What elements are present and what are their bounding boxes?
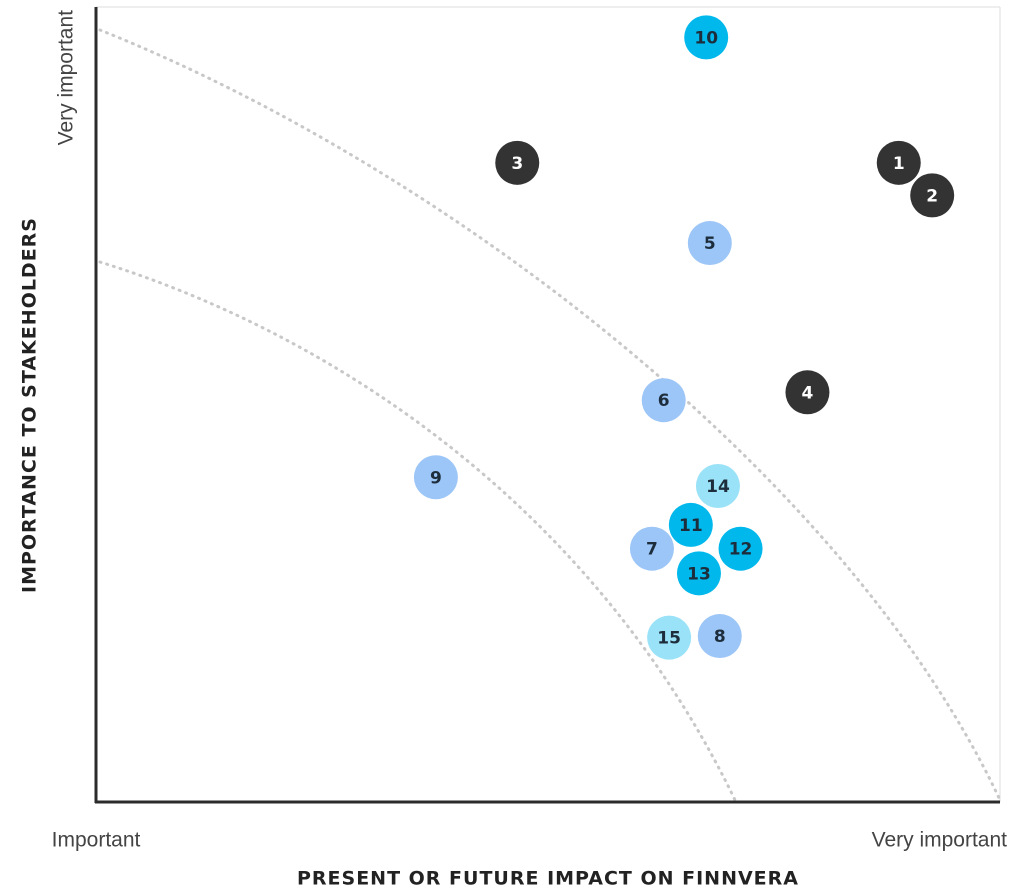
- y-tick-label: Very important: [55, 10, 78, 146]
- threshold-curve: [98, 260, 737, 802]
- point-label: 9: [430, 468, 442, 488]
- point-label: 12: [729, 540, 753, 560]
- threshold-curve: [98, 28, 1002, 802]
- point-label: 3: [511, 154, 523, 174]
- point: [695, 463, 740, 508]
- point-label: 13: [687, 564, 711, 584]
- point-label: 5: [704, 234, 716, 254]
- point-label: 8: [714, 627, 726, 647]
- point-label: 1: [893, 154, 905, 174]
- point: [910, 173, 955, 218]
- x-tick-label: Very important: [872, 829, 1008, 852]
- point: [413, 455, 458, 500]
- point: [697, 614, 742, 659]
- point-label: 4: [802, 383, 814, 403]
- point-label: 2: [926, 186, 938, 206]
- point: [687, 221, 732, 266]
- point: [684, 15, 729, 60]
- point-label: 11: [679, 516, 703, 536]
- point: [668, 502, 713, 547]
- point: [718, 526, 763, 571]
- point: [676, 551, 721, 596]
- y-axis-title: IMPORTANCE TO STAKEHOLDERS: [19, 217, 41, 593]
- point-label: 7: [646, 540, 658, 560]
- point: [641, 378, 686, 423]
- point: [876, 140, 921, 185]
- point-label: 14: [706, 477, 730, 497]
- x-tick-label: Important: [52, 829, 141, 852]
- x-axis-title: PRESENT OR FUTURE IMPACT ON FINNVERA: [297, 868, 799, 890]
- point: [647, 615, 692, 660]
- point-label: 15: [657, 629, 681, 649]
- point-label: 6: [658, 391, 670, 411]
- point-label: 10: [694, 28, 718, 48]
- point: [785, 370, 830, 415]
- point: [495, 140, 540, 185]
- point: [629, 526, 674, 571]
